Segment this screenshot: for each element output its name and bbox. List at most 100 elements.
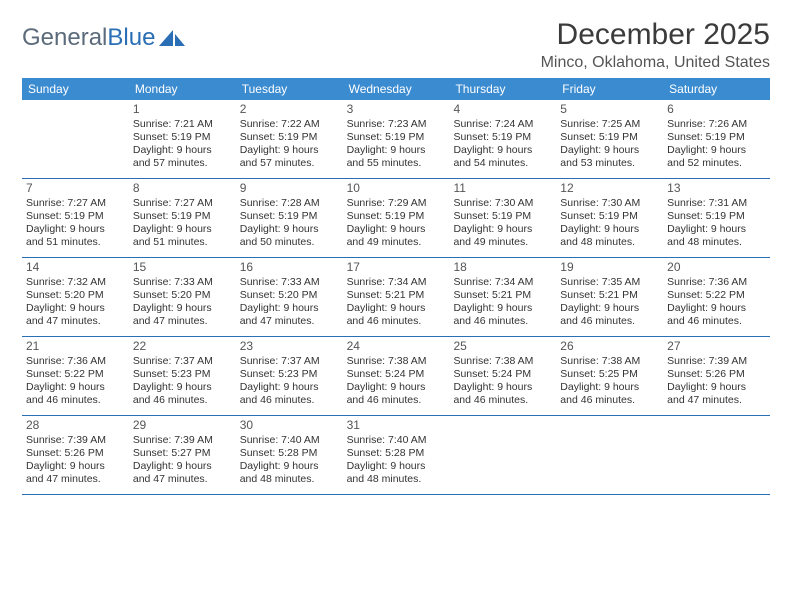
sunset-text: Sunset: 5:24 PM (453, 368, 552, 381)
sunrise-text: Sunrise: 7:22 AM (240, 118, 339, 131)
daylight-text: Daylight: 9 hours and 48 minutes. (560, 223, 659, 249)
day-cell: 17Sunrise: 7:34 AMSunset: 5:21 PMDayligh… (343, 258, 450, 336)
sunset-text: Sunset: 5:20 PM (26, 289, 125, 302)
day-number: 29 (133, 418, 232, 433)
daylight-text: Daylight: 9 hours and 46 minutes. (667, 302, 766, 328)
sunset-text: Sunset: 5:20 PM (240, 289, 339, 302)
day-cell: 27Sunrise: 7:39 AMSunset: 5:26 PMDayligh… (663, 337, 770, 415)
day-number: 1 (133, 102, 232, 117)
day-cell: 15Sunrise: 7:33 AMSunset: 5:20 PMDayligh… (129, 258, 236, 336)
weekday-header: Sunday (22, 78, 129, 100)
day-number: 13 (667, 181, 766, 196)
day-number: 4 (453, 102, 552, 117)
day-cell: 1Sunrise: 7:21 AMSunset: 5:19 PMDaylight… (129, 100, 236, 178)
sunrise-text: Sunrise: 7:40 AM (347, 434, 446, 447)
day-cell: 26Sunrise: 7:38 AMSunset: 5:25 PMDayligh… (556, 337, 663, 415)
sunset-text: Sunset: 5:19 PM (347, 210, 446, 223)
day-cell: 3Sunrise: 7:23 AMSunset: 5:19 PMDaylight… (343, 100, 450, 178)
day-cell: 18Sunrise: 7:34 AMSunset: 5:21 PMDayligh… (449, 258, 556, 336)
daylight-text: Daylight: 9 hours and 46 minutes. (240, 381, 339, 407)
daylight-text: Daylight: 9 hours and 47 minutes. (26, 302, 125, 328)
day-number: 6 (667, 102, 766, 117)
daylight-text: Daylight: 9 hours and 47 minutes. (26, 460, 125, 486)
sunset-text: Sunset: 5:21 PM (560, 289, 659, 302)
day-number: 28 (26, 418, 125, 433)
daylight-text: Daylight: 9 hours and 49 minutes. (453, 223, 552, 249)
sunset-text: Sunset: 5:26 PM (26, 447, 125, 460)
sunrise-text: Sunrise: 7:24 AM (453, 118, 552, 131)
weekday-header: Friday (556, 78, 663, 100)
sunrise-text: Sunrise: 7:30 AM (453, 197, 552, 210)
day-number: 16 (240, 260, 339, 275)
day-cell (22, 100, 129, 178)
day-cell: 12Sunrise: 7:30 AMSunset: 5:19 PMDayligh… (556, 179, 663, 257)
day-number: 22 (133, 339, 232, 354)
day-cell: 13Sunrise: 7:31 AMSunset: 5:19 PMDayligh… (663, 179, 770, 257)
sunrise-text: Sunrise: 7:30 AM (560, 197, 659, 210)
weekday-header: Thursday (449, 78, 556, 100)
daylight-text: Daylight: 9 hours and 47 minutes. (240, 302, 339, 328)
sunset-text: Sunset: 5:19 PM (240, 210, 339, 223)
sunset-text: Sunset: 5:28 PM (347, 447, 446, 460)
sunset-text: Sunset: 5:22 PM (667, 289, 766, 302)
day-number: 5 (560, 102, 659, 117)
daylight-text: Daylight: 9 hours and 48 minutes. (347, 460, 446, 486)
daylight-text: Daylight: 9 hours and 48 minutes. (667, 223, 766, 249)
daylight-text: Daylight: 9 hours and 57 minutes. (133, 144, 232, 170)
day-number: 30 (240, 418, 339, 433)
daylight-text: Daylight: 9 hours and 50 minutes. (240, 223, 339, 249)
logo-sail-icon (159, 28, 185, 48)
day-cell: 4Sunrise: 7:24 AMSunset: 5:19 PMDaylight… (449, 100, 556, 178)
day-cell: 28Sunrise: 7:39 AMSunset: 5:26 PMDayligh… (22, 416, 129, 494)
day-cell: 23Sunrise: 7:37 AMSunset: 5:23 PMDayligh… (236, 337, 343, 415)
weekday-header-row: Sunday Monday Tuesday Wednesday Thursday… (22, 78, 770, 100)
header: GeneralBlue December 2025 Minco, Oklahom… (22, 18, 770, 72)
day-cell: 8Sunrise: 7:27 AMSunset: 5:19 PMDaylight… (129, 179, 236, 257)
day-cell: 16Sunrise: 7:33 AMSunset: 5:20 PMDayligh… (236, 258, 343, 336)
week-row: 21Sunrise: 7:36 AMSunset: 5:22 PMDayligh… (22, 337, 770, 416)
sunrise-text: Sunrise: 7:23 AM (347, 118, 446, 131)
weekday-header: Saturday (663, 78, 770, 100)
daylight-text: Daylight: 9 hours and 53 minutes. (560, 144, 659, 170)
week-row: 7Sunrise: 7:27 AMSunset: 5:19 PMDaylight… (22, 179, 770, 258)
sunrise-text: Sunrise: 7:26 AM (667, 118, 766, 131)
day-number: 11 (453, 181, 552, 196)
day-cell: 9Sunrise: 7:28 AMSunset: 5:19 PMDaylight… (236, 179, 343, 257)
day-number: 9 (240, 181, 339, 196)
sunset-text: Sunset: 5:19 PM (560, 131, 659, 144)
sunrise-text: Sunrise: 7:38 AM (453, 355, 552, 368)
day-number: 21 (26, 339, 125, 354)
sunset-text: Sunset: 5:20 PM (133, 289, 232, 302)
week-row: 14Sunrise: 7:32 AMSunset: 5:20 PMDayligh… (22, 258, 770, 337)
day-number: 14 (26, 260, 125, 275)
day-number: 31 (347, 418, 446, 433)
sunset-text: Sunset: 5:28 PM (240, 447, 339, 460)
daylight-text: Daylight: 9 hours and 46 minutes. (133, 381, 232, 407)
weekday-header: Monday (129, 78, 236, 100)
sunset-text: Sunset: 5:27 PM (133, 447, 232, 460)
sunrise-text: Sunrise: 7:39 AM (26, 434, 125, 447)
day-cell: 31Sunrise: 7:40 AMSunset: 5:28 PMDayligh… (343, 416, 450, 494)
day-cell: 7Sunrise: 7:27 AMSunset: 5:19 PMDaylight… (22, 179, 129, 257)
day-number: 2 (240, 102, 339, 117)
sunrise-text: Sunrise: 7:27 AM (26, 197, 125, 210)
sunrise-text: Sunrise: 7:33 AM (240, 276, 339, 289)
daylight-text: Daylight: 9 hours and 54 minutes. (453, 144, 552, 170)
sunset-text: Sunset: 5:19 PM (453, 131, 552, 144)
sunset-text: Sunset: 5:19 PM (453, 210, 552, 223)
daylight-text: Daylight: 9 hours and 47 minutes. (133, 460, 232, 486)
sunrise-text: Sunrise: 7:34 AM (453, 276, 552, 289)
sunset-text: Sunset: 5:21 PM (347, 289, 446, 302)
location: Minco, Oklahoma, United States (541, 54, 770, 72)
daylight-text: Daylight: 9 hours and 46 minutes. (560, 302, 659, 328)
sunset-text: Sunset: 5:24 PM (347, 368, 446, 381)
logo-text-2: Blue (107, 24, 155, 52)
sunset-text: Sunset: 5:19 PM (133, 210, 232, 223)
daylight-text: Daylight: 9 hours and 47 minutes. (133, 302, 232, 328)
daylight-text: Daylight: 9 hours and 46 minutes. (347, 302, 446, 328)
day-cell: 10Sunrise: 7:29 AMSunset: 5:19 PMDayligh… (343, 179, 450, 257)
sunset-text: Sunset: 5:19 PM (347, 131, 446, 144)
day-cell: 6Sunrise: 7:26 AMSunset: 5:19 PMDaylight… (663, 100, 770, 178)
month-title: December 2025 (541, 18, 770, 52)
sunrise-text: Sunrise: 7:33 AM (133, 276, 232, 289)
